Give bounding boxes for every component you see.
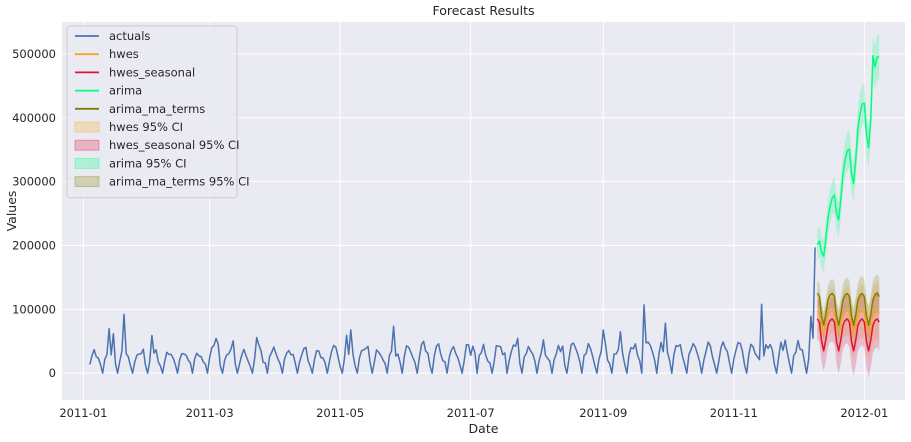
x-tick-label: 2011-05 [316,406,364,420]
arima-ci-band [817,34,880,273]
legend-swatch-hwes-seasonal-95-ci [74,139,100,151]
x-tick-label: 2011-01 [59,406,107,420]
y-tick-label: 400000 [12,111,56,125]
y-tick-label: 200000 [12,238,56,252]
legend-label-actuals: actuals [109,29,150,43]
chart-title: Forecast Results [432,3,534,18]
x-tick-label: 2011-11 [710,406,758,420]
hwes-line [816,309,880,335]
legend-label-hwes-seasonal: hwes_seasonal [109,65,195,79]
arima-line [816,55,880,257]
x-tick-label: 2012-01 [840,406,888,420]
y-tick-label: 100000 [12,302,56,316]
legend-label-hwes: hwes [109,47,139,61]
y-tick-label: 500000 [12,47,56,61]
y-axis-label: Values [4,191,19,232]
x-tick-label: 2011-09 [579,406,627,420]
legend-label-arima-ma-terms-95-ci: arima_ma_terms 95% CI [109,175,250,189]
legend-swatch-arima-ma-terms-95-ci [74,176,100,188]
legend-label-arima-ma-terms: arima_ma_terms [109,102,205,116]
x-tick-label: 2011-07 [447,406,495,420]
legend-label-arima: arima [109,84,142,98]
legend-label-arima-95-ci: arima 95% CI [109,156,187,170]
y-tick-label: 300000 [12,175,56,189]
arima-ma-terms-line [816,292,880,327]
legend-swatch-hwes-95-ci [74,121,100,133]
legend-box [66,25,238,199]
legend-label-hwes-95-ci: hwes 95% CI [109,120,183,134]
legend-swatch-arima-95-ci [74,157,100,169]
x-tick-label: 2011-03 [186,406,234,420]
arima-ma-terms-ci-band [817,274,880,344]
x-axis-label: Date [469,421,499,436]
actuals-line [89,247,816,374]
y-tick-label: 0 [49,366,56,380]
hwes-seasonal-line [816,318,880,352]
legend-label-hwes-seasonal-95-ci: hwes_seasonal 95% CI [109,138,239,152]
